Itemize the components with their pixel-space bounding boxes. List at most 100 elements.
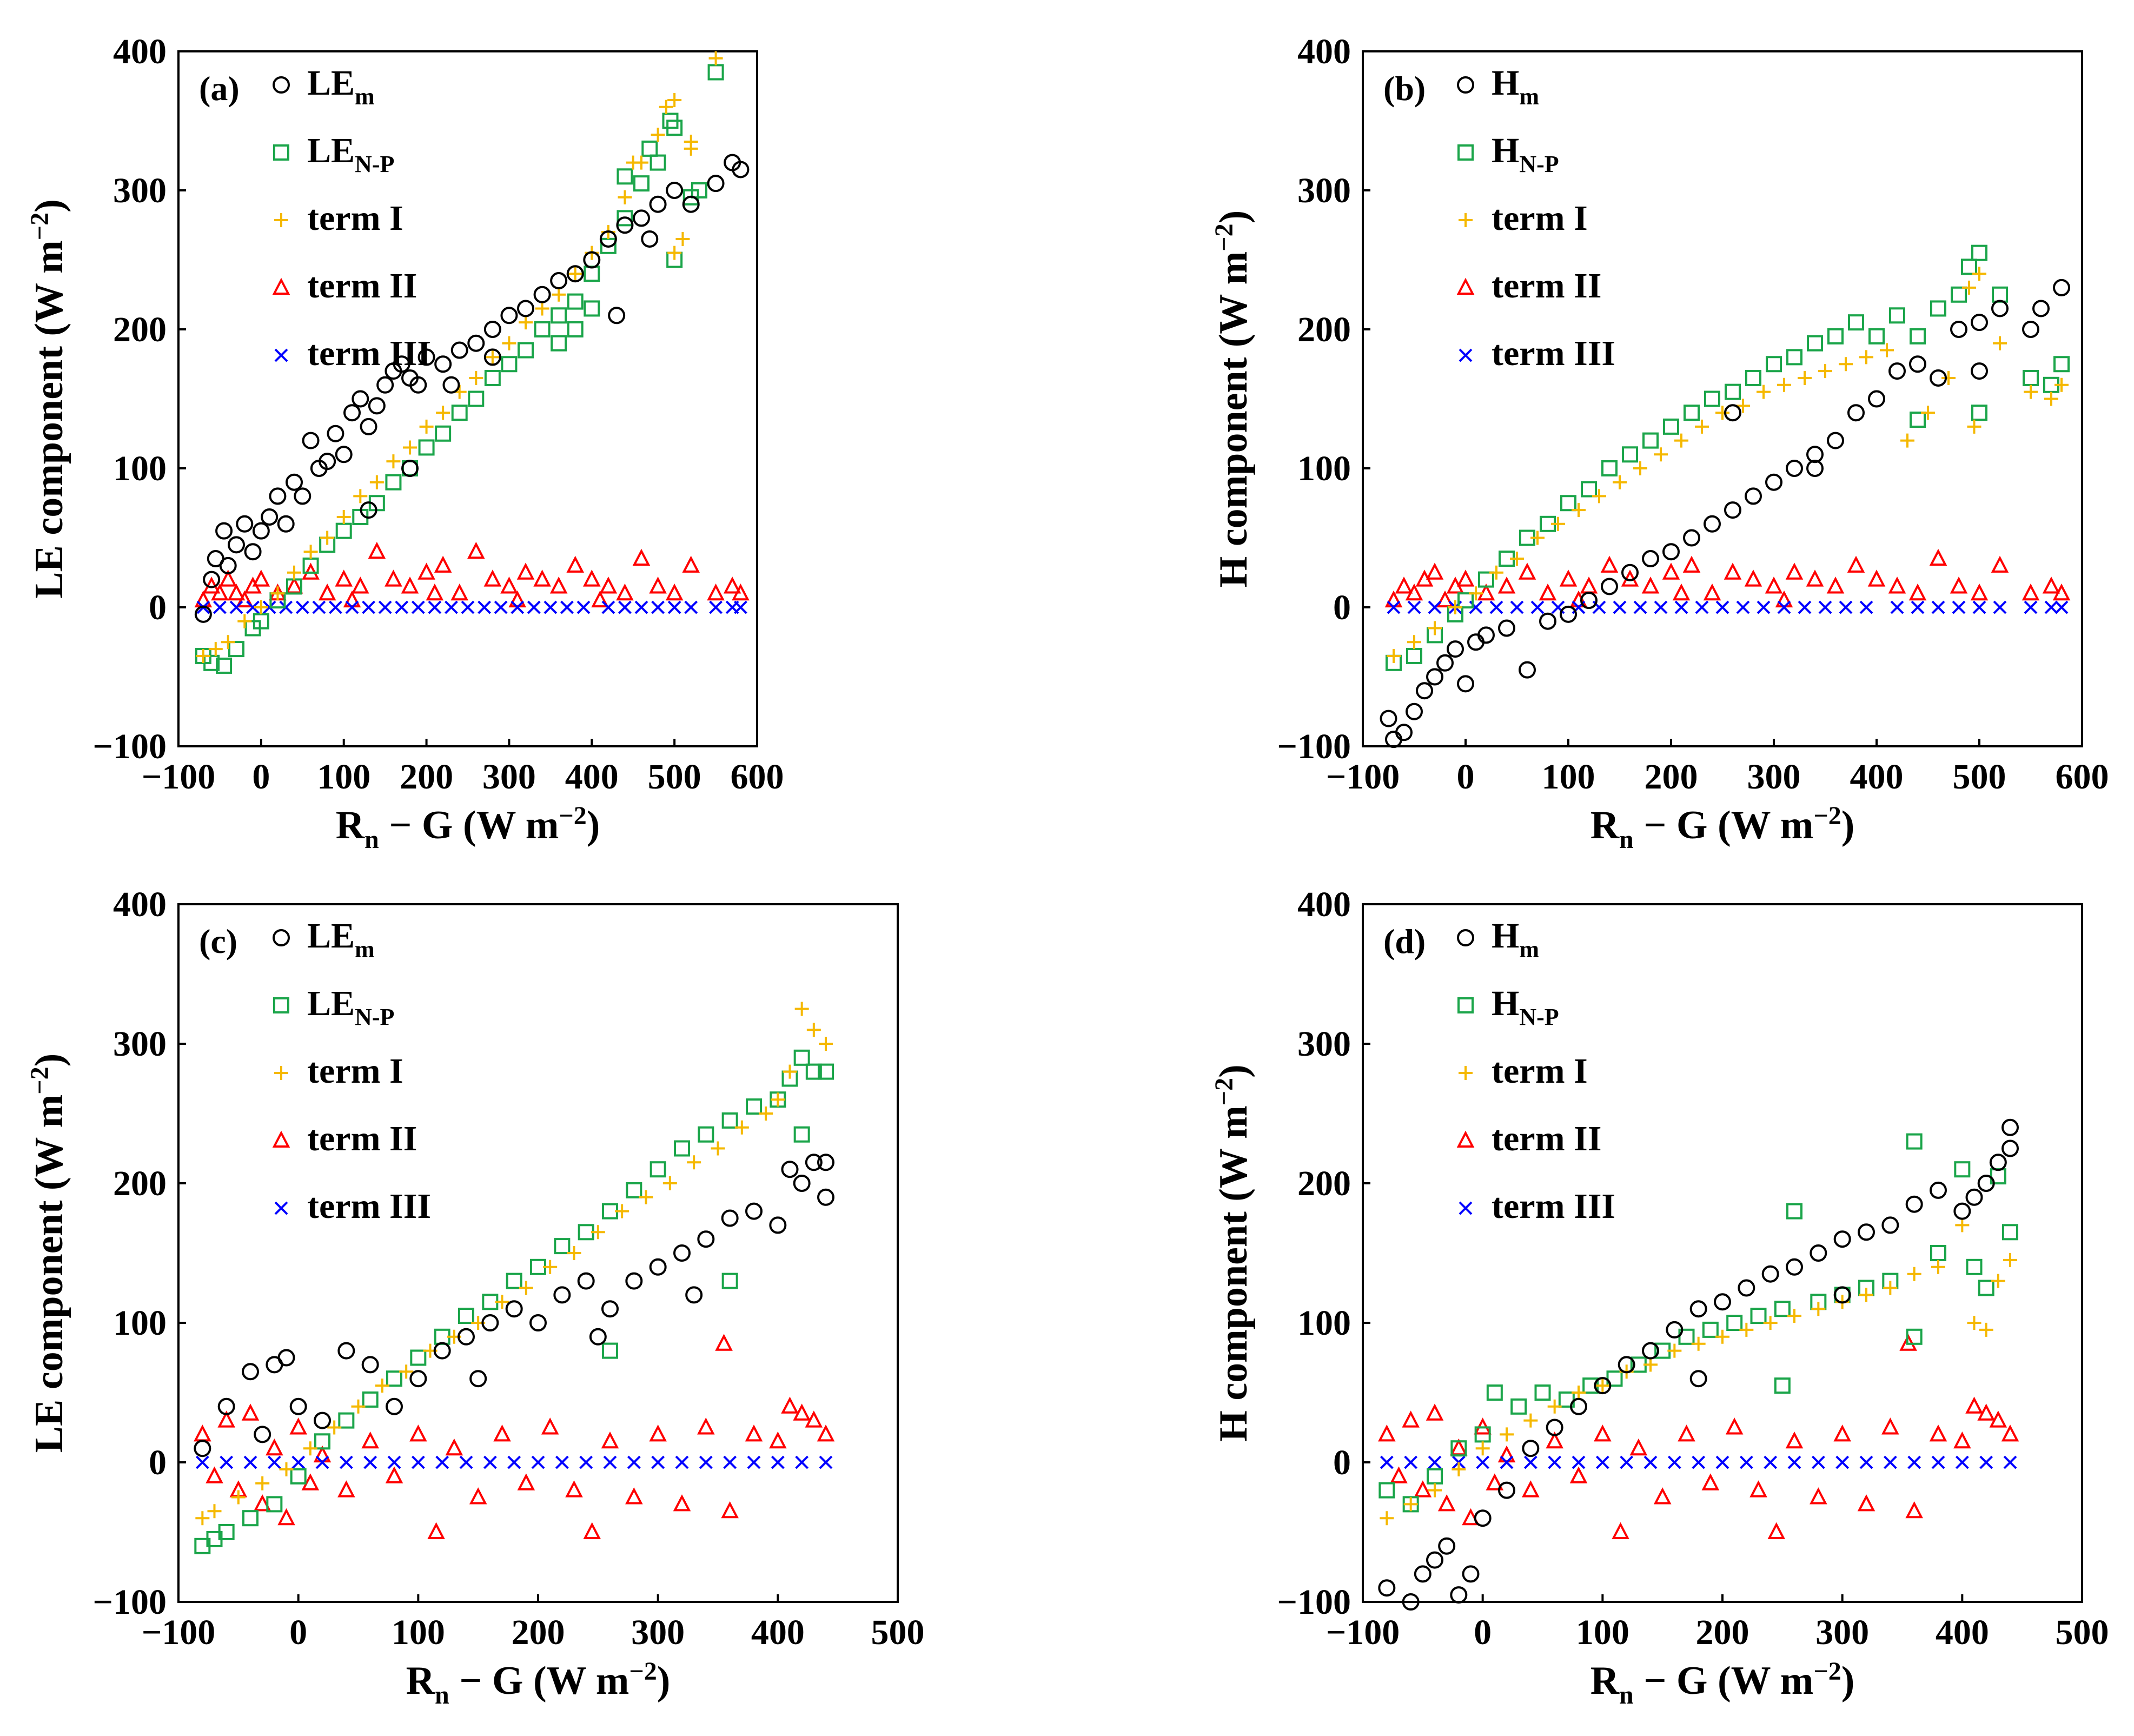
- data-point-t2: [1569, 1466, 1588, 1483]
- data-point-t1: [221, 635, 235, 650]
- data-point-t1: [1448, 600, 1462, 614]
- data-point-np: [691, 182, 707, 198]
- data-point-t2: [665, 583, 684, 601]
- data-point-m: [1395, 724, 1413, 741]
- data-point-t3: [576, 600, 591, 614]
- data-point-t3: [795, 1455, 809, 1469]
- data-point-m: [194, 605, 212, 623]
- legend-label-np: LEN-P: [307, 984, 394, 1030]
- data-point-np: [534, 321, 551, 337]
- data-point-t2: [1539, 583, 1557, 601]
- x-tick-label: −100: [1326, 757, 1400, 797]
- data-point-m: [1580, 592, 1598, 609]
- legend-marker-t1: [1459, 1066, 1473, 1080]
- data-point-t2: [1402, 1410, 1420, 1428]
- data-point-m: [1666, 1321, 1684, 1339]
- data-point-m: [1414, 1565, 1431, 1583]
- data-point-np: [698, 1126, 714, 1143]
- data-point-np: [338, 1412, 355, 1429]
- data-point-t2: [1724, 562, 1742, 580]
- data-point-t3: [1787, 1455, 1801, 1469]
- data-point-t2: [769, 1431, 787, 1449]
- data-point-m: [1881, 1216, 1899, 1234]
- data-point-m: [1621, 564, 1639, 581]
- data-point-t1: [351, 1399, 366, 1414]
- data-point-t1: [1667, 1343, 1682, 1358]
- x-tick-label: 400: [565, 757, 619, 797]
- data-point-t3: [1572, 1455, 1586, 1469]
- data-point-t2: [285, 577, 303, 594]
- data-point-t2: [508, 590, 527, 608]
- data-point-t3: [291, 1455, 306, 1469]
- series-np: [1379, 1133, 2018, 1513]
- data-point-t1: [231, 1490, 246, 1505]
- panel-label: (c): [199, 922, 237, 960]
- data-point-np: [641, 140, 658, 157]
- data-point-m: [599, 230, 617, 248]
- data-point-t2: [723, 577, 741, 594]
- data-point-np: [707, 64, 724, 81]
- data-point-m: [1546, 1419, 1563, 1436]
- data-point-t2: [517, 1473, 535, 1490]
- data-point-t2: [1641, 577, 1660, 594]
- y-tick-label: −100: [92, 1582, 167, 1622]
- data-point-m: [236, 515, 254, 533]
- data-point-t2: [1378, 1424, 1396, 1442]
- data-point-t3: [1736, 600, 1750, 614]
- legend-label-m: Hm: [1492, 916, 1539, 963]
- data-point-t2: [649, 577, 667, 594]
- data-point-m: [1724, 404, 1741, 422]
- data-point-t3: [651, 1455, 665, 1469]
- data-point-m: [1450, 1586, 1468, 1604]
- data-point-np: [805, 1063, 822, 1080]
- data-point-t3: [1715, 600, 1729, 614]
- data-point-np: [1786, 1203, 1802, 1220]
- data-point-t2: [483, 569, 502, 587]
- data-point-np: [385, 474, 402, 491]
- data-point-t2: [450, 583, 469, 601]
- legend-marker-m: [1457, 76, 1474, 94]
- data-point-t3: [1595, 1455, 1609, 1469]
- y-tick-label: 100: [1297, 1303, 1351, 1343]
- data-point-t2: [1497, 1445, 1516, 1463]
- legend-label-t1: term I: [1492, 1051, 1588, 1091]
- data-point-t1: [1941, 370, 1956, 385]
- data-point-t3: [507, 1455, 521, 1469]
- data-point-m: [360, 418, 377, 435]
- data-point-t3: [1931, 1455, 1945, 1469]
- data-point-t2: [1744, 569, 1762, 587]
- data-point-t2: [427, 1522, 445, 1539]
- data-point-np: [1663, 418, 1679, 435]
- data-point-t2: [361, 1431, 379, 1449]
- data-point-t1: [1613, 475, 1627, 489]
- data-point-np: [554, 1238, 571, 1255]
- data-point-m: [817, 1188, 834, 1206]
- data-point-t1: [195, 1511, 210, 1526]
- data-point-t1: [1691, 1336, 1706, 1351]
- data-point-m: [352, 390, 369, 408]
- data-point-np: [1725, 383, 1741, 400]
- data-point-m: [1786, 1258, 1803, 1276]
- data-point-t2: [385, 569, 402, 587]
- data-point-t2: [351, 577, 369, 594]
- legend: LEm LEN-P term I term II term III: [272, 916, 431, 1226]
- data-point-m: [583, 251, 601, 269]
- data-point-t2: [1672, 583, 1691, 601]
- data-point-t3: [1811, 1455, 1825, 1469]
- data-point-t2: [301, 1473, 320, 1490]
- data-point-t3: [1955, 1455, 1969, 1469]
- data-point-m: [673, 1244, 691, 1262]
- data-point-np: [335, 522, 352, 539]
- series-t1: [195, 1002, 833, 1526]
- data-point-t3: [667, 600, 681, 614]
- x-tick-label: 500: [871, 1613, 925, 1652]
- data-point-t3: [1839, 600, 1853, 614]
- data-point-t2: [313, 1445, 332, 1463]
- data-point-t3: [312, 600, 326, 614]
- data-point-m: [577, 1272, 595, 1290]
- data-point-t1: [1387, 648, 1401, 663]
- data-point-t3: [1890, 600, 1904, 614]
- legend-label-t3: term III: [307, 334, 431, 373]
- data-point-t2: [335, 569, 353, 587]
- data-point-np: [1930, 300, 1946, 317]
